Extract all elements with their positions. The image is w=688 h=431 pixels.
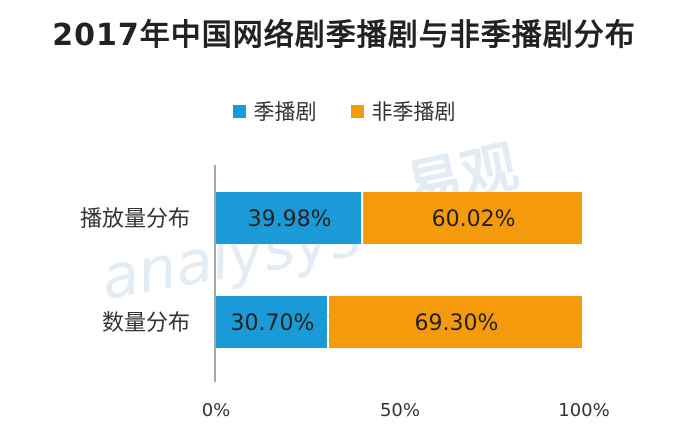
- bar-non-seasonal-1: [328, 296, 582, 348]
- data-label-seasonal-1: 30.70%: [231, 311, 315, 336]
- category-label-1: 数量分布: [102, 311, 190, 336]
- data-label-non-seasonal-1: 69.30%: [415, 311, 499, 336]
- x-tick-label-1: 50%: [380, 400, 420, 421]
- legend-item-non-seasonal: 非季播剧: [350, 96, 456, 126]
- chart-legend: 季播剧 非季播剧: [0, 96, 688, 126]
- category-label-0: 播放量分布: [80, 207, 190, 232]
- data-label-non-seasonal-0: 60.02%: [432, 207, 516, 232]
- legend-item-seasonal: 季播剧: [232, 96, 317, 126]
- bar-seasonal-1: [216, 296, 327, 348]
- data-label-seasonal-0: 39.98%: [248, 207, 332, 232]
- chart-title: 2017年中国网络剧季播剧与非季播剧分布: [52, 18, 636, 53]
- x-tick-label-0: 0%: [202, 400, 231, 421]
- bar-seasonal-0: [216, 192, 362, 244]
- legend-swatch-non-seasonal: [350, 104, 364, 118]
- legend-label-non-seasonal: 非季播剧: [371, 100, 456, 124]
- x-tick-label-2: 100%: [558, 400, 609, 421]
- bar-non-seasonal-0: [363, 192, 582, 244]
- legend-label-seasonal: 季播剧: [253, 100, 317, 124]
- legend-swatch-seasonal: [232, 104, 246, 118]
